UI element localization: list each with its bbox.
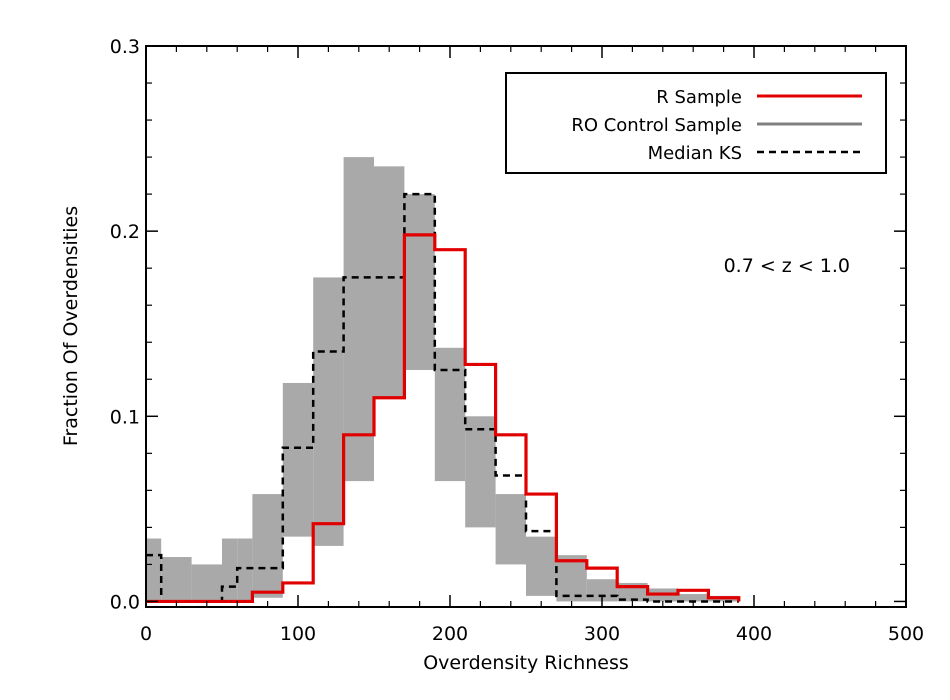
- x-tick-label: 400: [736, 623, 772, 645]
- control-band-bar: [237, 538, 253, 602]
- legend-label-r-sample: R Sample: [656, 87, 742, 108]
- control-band-bar: [465, 416, 496, 528]
- redshift-annotation: 0.7 < z < 1.0: [724, 255, 850, 277]
- control-band-bar: [222, 538, 238, 602]
- control-band-bar: [146, 538, 162, 602]
- control-band-bar: [343, 157, 374, 482]
- y-tick-label: 0.1: [110, 406, 140, 428]
- x-tick-label: 0: [140, 623, 152, 645]
- axis-ticks: 0 100 200 300 400 500 0.0 0.1 0.2 0.3: [110, 36, 924, 645]
- control-band-bar: [282, 382, 314, 537]
- median-ks-line: [146, 192, 739, 603]
- control-band-bar: [556, 555, 587, 602]
- x-tick-label: 100: [280, 623, 316, 645]
- plot-frame: [145, 45, 907, 608]
- control-sample-band: [146, 157, 739, 602]
- control-band-bar: [191, 564, 222, 602]
- y-tick-label: 0.3: [110, 36, 140, 58]
- control-band-bar: [161, 557, 192, 602]
- x-tick-label: 500: [888, 623, 924, 645]
- series-lines: [146, 192, 741, 604]
- y-axis-label: Fraction Of Overdensities: [60, 206, 82, 446]
- control-band-bar: [404, 194, 435, 371]
- legend-label-control-sample: RO Control Sample: [571, 115, 742, 136]
- control-band-bar: [434, 347, 466, 482]
- control-band-bar: [252, 494, 283, 598]
- x-tick-label: 300: [584, 623, 620, 645]
- control-band-bar: [586, 579, 618, 602]
- control-band-bar: [526, 536, 557, 596]
- legend: R Sample RO Control Sample Median KS: [505, 72, 887, 174]
- control-band-bar: [374, 166, 405, 398]
- control-band-bar: [678, 594, 709, 602]
- x-axis-label: Overdensity Richness: [423, 652, 629, 674]
- x-tick-label: 200: [432, 623, 468, 645]
- control-band-bar: [495, 494, 526, 565]
- legend-label-median-ks: Median KS: [648, 143, 742, 164]
- y-tick-label: 0.2: [110, 221, 140, 243]
- r-sample-line: [146, 233, 741, 604]
- y-tick-label: 0.0: [110, 591, 140, 613]
- control-band-bar: [313, 277, 344, 546]
